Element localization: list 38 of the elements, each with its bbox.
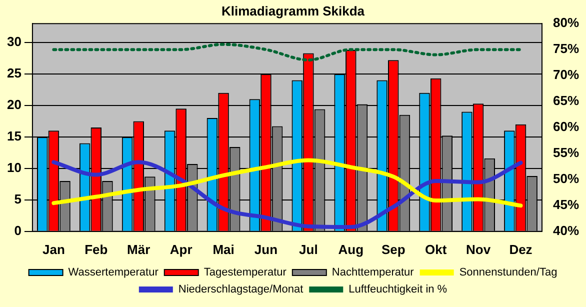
x-tick-label: Mär <box>127 242 150 257</box>
y2-tick-label: 50% <box>552 171 580 186</box>
line-series <box>52 158 523 208</box>
y2-tick-label: 45% <box>552 197 580 212</box>
y2-tick-label: 55% <box>552 145 580 160</box>
legend-label: Niederschlagstage/Monat <box>178 284 304 296</box>
x-tick-label: Okt <box>424 242 448 257</box>
y-tick-label: 15 <box>6 128 22 144</box>
x-tick-label: Apr <box>170 242 192 257</box>
y-tick-label: 20 <box>6 97 22 112</box>
y2-tick-label: 40% <box>552 222 580 238</box>
x-tick-label: Jan <box>42 242 65 257</box>
y-tick-label: 0 <box>14 222 22 238</box>
legend-label: Tagestemperatur <box>204 266 287 279</box>
x-tick-label: Jul <box>299 242 318 257</box>
legend-label: Wassertemperatur <box>68 266 159 279</box>
x-tick-label: Feb <box>84 242 108 257</box>
y2-tick-label: 70% <box>552 67 580 82</box>
x-tick-label: Jun <box>254 242 278 257</box>
y2-tick-label: 65% <box>552 93 580 108</box>
chart-title: Klimadiagramm Skikda <box>221 3 366 18</box>
line-series <box>52 160 523 229</box>
line-series <box>52 42 522 62</box>
y2-tick-label: 75% <box>552 41 580 56</box>
legend-label: Nachttemperatur <box>332 266 414 279</box>
y2-tick-label: 60% <box>552 119 580 134</box>
y-tick-label: 10 <box>6 160 22 176</box>
legend-label: Sonnenstunden/Tag <box>459 266 558 279</box>
x-tick-label: Aug <box>338 242 364 257</box>
y-tick-label: 30 <box>6 34 22 50</box>
y-tick-label: 25 <box>6 66 22 81</box>
x-tick-label: Nov <box>466 242 492 257</box>
y-tick-label: 5 <box>14 191 22 206</box>
y2-tick-label: 80% <box>552 15 580 30</box>
x-tick-label: Mai <box>212 242 234 257</box>
x-tick-label: Dez <box>509 242 533 257</box>
legend-label: Luftfeuchtigkeit in % <box>348 284 448 296</box>
x-tick-label: Sep <box>381 242 406 257</box>
